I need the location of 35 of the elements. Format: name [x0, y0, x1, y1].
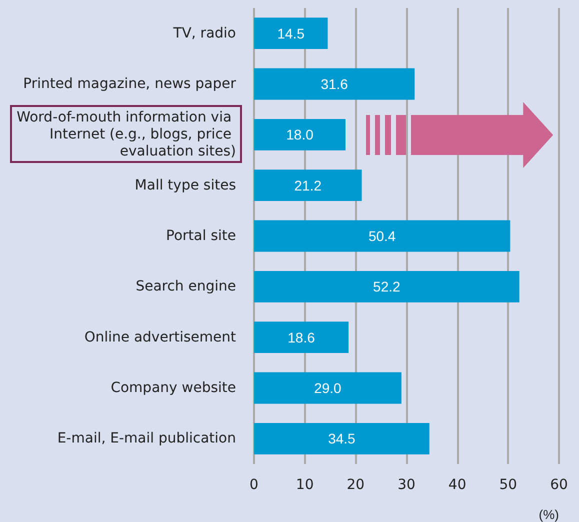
bar	[254, 68, 415, 100]
y-tick-label: Portal site	[166, 228, 236, 244]
bar	[254, 422, 430, 454]
data-label: 34.5	[328, 430, 356, 447]
data-label: 52.2	[373, 278, 401, 295]
y-tick-label: Mall type sites	[134, 177, 236, 194]
x-tick-label: 50	[499, 477, 518, 493]
bar	[254, 322, 349, 354]
y-tick-label: TV, radio	[172, 25, 236, 42]
data-label: 29.0	[314, 380, 342, 396]
y-tick-label: Company website	[110, 380, 236, 396]
x-tick-label: 10	[296, 477, 314, 493]
bar	[254, 372, 402, 404]
bar	[254, 270, 520, 302]
x-tick-label: 30	[398, 477, 416, 493]
y-tick-label: Online advertisement	[84, 329, 236, 346]
bar	[254, 220, 510, 252]
bar	[254, 170, 362, 202]
data-label: 50.4	[368, 228, 396, 244]
data-label: 18.6	[288, 329, 316, 346]
y-tick-label: Printed magazine, news paper	[23, 76, 236, 92]
data-label: 14.5	[277, 25, 305, 42]
x-axis-title: (%)	[538, 507, 559, 522]
y-tick-label: Search engine	[136, 278, 236, 295]
data-label: 21.2	[294, 177, 322, 194]
data-label: 18.0	[286, 126, 314, 143]
bar	[254, 18, 328, 50]
data-label: 31.6	[320, 76, 348, 92]
x-tick-label: 60	[550, 477, 568, 493]
x-tick-label: 40	[448, 477, 466, 493]
bar	[254, 118, 346, 150]
x-tick-label: 0	[250, 477, 258, 493]
y-tick-label: Word-of-mouth information via Internet (e.g., blogs, price evaluation sites)	[16, 110, 236, 160]
x-tick-label: 20	[346, 477, 365, 493]
y-tick-label: E-mail, E-mail publication	[57, 430, 236, 447]
